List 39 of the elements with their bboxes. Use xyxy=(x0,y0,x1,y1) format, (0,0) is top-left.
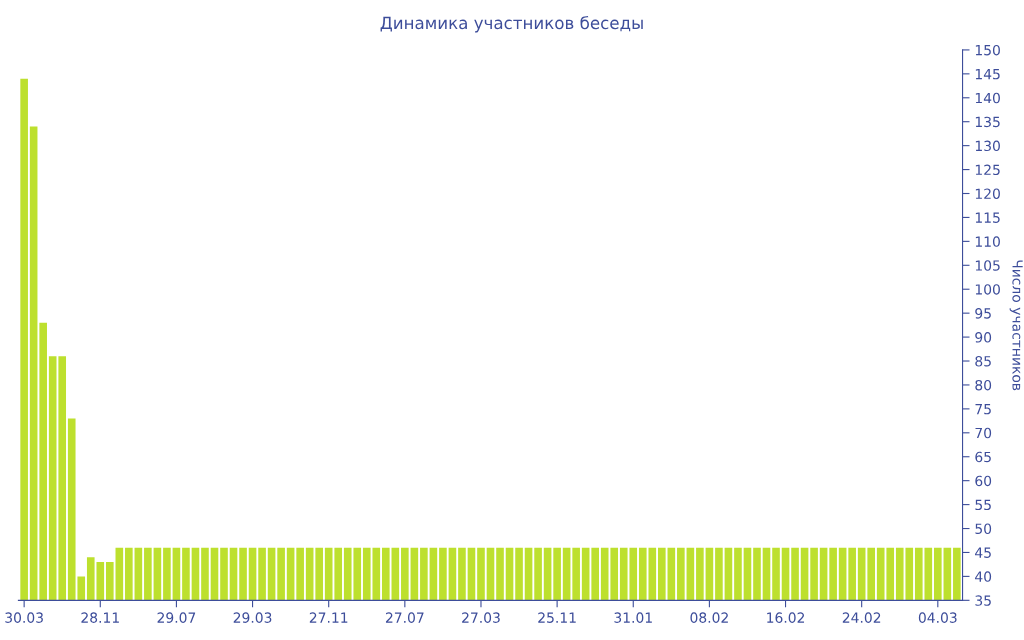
y-tick-label: 45 xyxy=(975,547,991,558)
x-tick-label: 30.03 xyxy=(5,612,43,623)
y-tick-label: 90 xyxy=(975,332,992,343)
y-tick-label: 35 xyxy=(975,595,991,606)
x-tick-label: 08.02 xyxy=(690,612,728,623)
y-tick-label: 115 xyxy=(975,212,1000,223)
x-tick-label: 29.07 xyxy=(157,612,196,623)
y-tick-label: 55 xyxy=(975,499,991,511)
y-tick-label: 100 xyxy=(975,284,1000,295)
x-tick-label: 29.03 xyxy=(233,612,272,623)
x-tick-label: 31.01 xyxy=(614,612,652,623)
y-tick-label: 60 xyxy=(975,475,992,487)
x-tick-label: 27.11 xyxy=(309,612,348,623)
y-tick-label: 75 xyxy=(975,404,991,415)
x-tick-label: 04.03 xyxy=(918,612,957,623)
y-tick-label: 105 xyxy=(975,260,1000,271)
y-tick-label: 125 xyxy=(975,164,1000,176)
y-tick-label: 65 xyxy=(975,451,991,463)
x-tick-label: 27.03 xyxy=(462,612,500,623)
y-tick-label: 140 xyxy=(975,92,1000,104)
x-tick-label: 16.02 xyxy=(767,612,805,623)
y-tick-label: 150 xyxy=(975,44,1000,56)
y-tick-label: 145 xyxy=(975,69,1000,80)
x-tick-label: 28.11 xyxy=(81,612,119,623)
y-tick-label: 130 xyxy=(975,140,1000,152)
x-tick-label: 25.11 xyxy=(538,612,576,623)
y-tick-label: 110 xyxy=(975,236,1000,247)
y-tick-label: 120 xyxy=(975,188,1000,199)
chart-title: Динамика участников беседы xyxy=(380,16,643,33)
y-tick-label: 70 xyxy=(975,427,992,439)
y-tick-label: 40 xyxy=(975,571,992,582)
y-tick-label: 95 xyxy=(975,308,991,319)
y-tick-label: 135 xyxy=(975,116,1000,128)
x-tick-label: 24.02 xyxy=(842,612,881,623)
y-tick-label: 85 xyxy=(975,355,991,367)
y-tick-label: 50 xyxy=(975,523,992,534)
x-tick-label: 27.07 xyxy=(385,612,424,623)
y-axis-title: Число участников xyxy=(1009,260,1023,391)
y-tick-label: 80 xyxy=(975,379,992,391)
